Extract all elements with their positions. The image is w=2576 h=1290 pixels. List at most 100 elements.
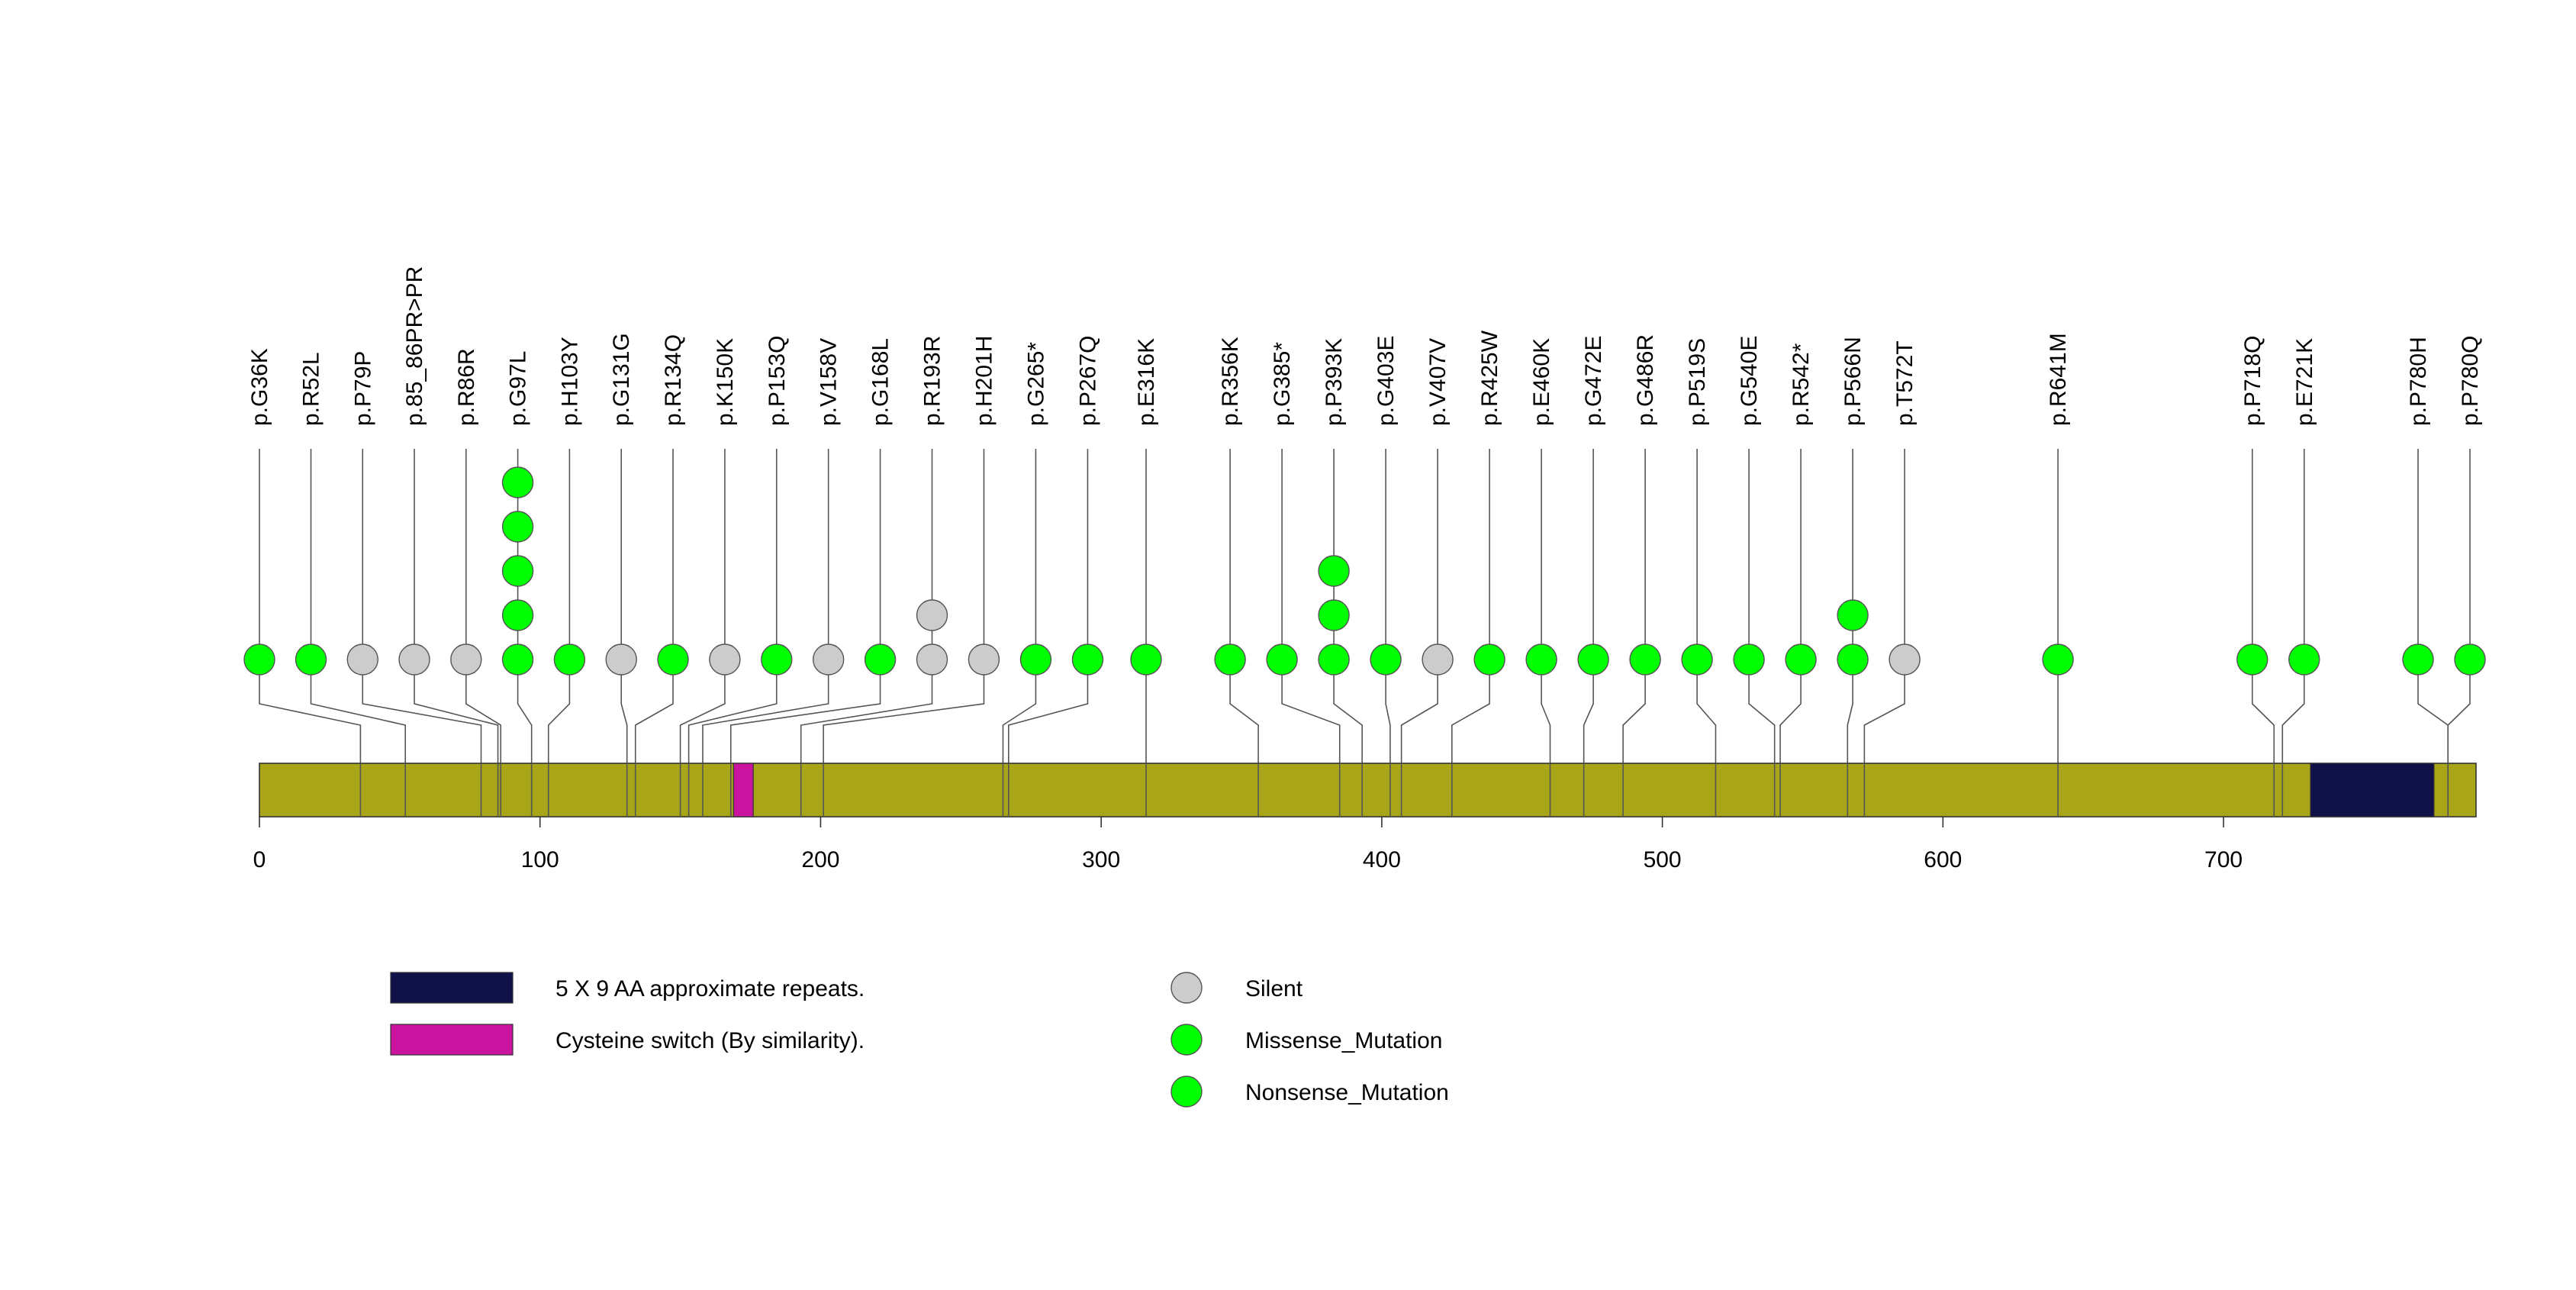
mutation-label-p-g265: p.G265* — [1023, 342, 1048, 426]
mutation-dot-p-p780q — [2454, 643, 2486, 676]
mutation-label-p-p780q: p.P780Q — [2458, 336, 2483, 426]
mutation-dot-p-p79p — [346, 643, 378, 676]
mutation-label-p-85-86pr-pr: p.85_86PR>PR — [402, 266, 427, 426]
mutation-label-p-g168l: p.G168L — [868, 338, 894, 426]
mutation-dot-p-r134q — [657, 643, 689, 676]
mutation-label-p-v407v: p.V407V — [1425, 338, 1451, 426]
mutation-dot-p-r86r — [450, 643, 482, 676]
legend-label-5-x-9-aa-approximate-repeats: 5 X 9 AA approximate repeats. — [555, 976, 865, 1001]
mutation-label-p-g472e: p.G472E — [1581, 336, 1606, 426]
mutation-label-p-r134q: p.R134Q — [661, 334, 686, 426]
mutation-label-p-r52l: p.R52L — [298, 352, 324, 426]
mutation-dot-p-g97l — [501, 466, 534, 498]
mutation-label-p-r356k: p.R356K — [1218, 337, 1243, 426]
lollipop-stems — [259, 449, 2471, 660]
legend: 5 X 9 AA approximate repeats. Cysteine sw… — [390, 972, 1449, 1108]
domain-cysteine-switch-by-similarity — [733, 763, 754, 818]
mutation-dot-p-g486r — [1629, 643, 1661, 676]
mutation-label-p-p393k: p.P393K — [1322, 338, 1347, 426]
mutation-label-p-p566n: p.P566N — [1840, 337, 1866, 426]
x-tick-label-400: 400 — [1363, 847, 1401, 872]
x-tick-label-300: 300 — [1082, 847, 1120, 872]
legend-label-nonsense-mutation: Nonsense_Mutation — [1245, 1080, 1449, 1105]
mutation-label-p-p780h: p.P780H — [2406, 337, 2431, 426]
x-tick-label-600: 600 — [1924, 847, 1962, 872]
legend-label-cysteine-switch-by-similarity: Cysteine switch (By similarity). — [555, 1028, 865, 1053]
legend-dot-nonsense-mutation — [1170, 1076, 1203, 1108]
mutation-label-p-g36k: p.G36K — [247, 348, 272, 426]
mutation-label-p-r542: p.R542* — [1789, 343, 1814, 426]
mutation-label-p-g97l: p.G97L — [506, 351, 531, 426]
mutation-dot-p-p393k — [1318, 555, 1350, 587]
mutation-label-p-r641m: p.R641M — [2046, 333, 2071, 426]
mutation-dot-p-g131g — [605, 643, 637, 676]
mutation-dot-p-g36k — [243, 643, 275, 676]
x-tick-label-0: 0 — [253, 847, 266, 872]
x-tick-label-200: 200 — [801, 847, 839, 872]
mutation-dot-p-v407v — [1422, 643, 1454, 676]
legend-label-silent: Silent — [1245, 976, 1303, 1001]
mutation-label-p-p519s: p.P519S — [1685, 338, 1710, 426]
mutation-dot-p-v158v — [812, 643, 845, 676]
mutation-dot-p-h201h — [968, 643, 1000, 676]
mutation-label-p-e316k: p.E316K — [1134, 338, 1159, 426]
legend-swatch-cysteine-switch-by-similarity — [390, 1024, 514, 1056]
mutation-dot-p-g540e — [1733, 643, 1765, 676]
mutation-dot-p-85-86pr-pr — [398, 643, 430, 676]
mutation-dot-p-p718q — [2236, 643, 2268, 676]
mutation-dot-p-r542 — [1785, 643, 1817, 676]
legend-swatch-5-x-9-aa-approximate-repeats — [390, 972, 514, 1004]
mutation-dot-p-r641m — [2042, 643, 2074, 676]
mutation-dot-p-e316k — [1130, 643, 1162, 676]
mutation-dot-p-k150k — [709, 643, 741, 676]
protein-backbone — [259, 763, 2477, 818]
mutation-dot-p-g97l — [501, 555, 534, 587]
mutation-label-p-p718q: p.P718Q — [2240, 336, 2265, 426]
mutation-dot-p-r193r — [916, 643, 948, 676]
legend-dot-silent — [1170, 972, 1203, 1004]
mutation-label-p-p267q: p.P267Q — [1075, 336, 1100, 426]
mutation-dot-p-g385 — [1266, 643, 1298, 676]
x-axis: 0 100 200 300 400 500 600 700 — [253, 817, 2243, 872]
mutation-dots — [243, 466, 2486, 676]
mutation-dot-p-g265 — [1019, 643, 1052, 676]
mutation-label-p-e460k: p.E460K — [1529, 338, 1554, 426]
mutation-dot-p-p519s — [1681, 643, 1713, 676]
mutation-dot-p-g97l — [501, 511, 534, 543]
mutation-dot-p-p780h — [2402, 643, 2434, 676]
mutation-label-p-r425w: p.R425W — [1477, 330, 1502, 426]
mutation-dot-p-g168l — [864, 643, 897, 676]
domain-5-x-9-aa-approximate-repeats — [2310, 763, 2435, 818]
mutation-label-p-g385: p.G385* — [1270, 342, 1295, 426]
mutation-labels: p.G36K p.R52L p.P79P p.85_86PR>PR p.R86R p.G9… — [247, 266, 2483, 426]
mutation-label-p-r86r: p.R86R — [454, 348, 479, 426]
mutation-dot-p-p566n — [1837, 643, 1869, 676]
mutation-label-p-v158v: p.V158V — [816, 338, 842, 426]
mutation-dot-p-p393k — [1318, 599, 1350, 631]
mutation-label-p-p153q: p.P153Q — [765, 336, 790, 426]
mutation-dot-p-e721k — [2288, 643, 2320, 676]
mutation-dot-p-g472e — [1577, 643, 1609, 676]
mutation-dot-p-t572t — [1889, 643, 1921, 676]
mutation-dot-p-p393k — [1318, 643, 1350, 676]
mutation-label-p-p79p: p.P79P — [350, 351, 375, 426]
mutation-label-p-h103y: p.H103Y — [557, 337, 582, 426]
mutation-dot-p-p153q — [761, 643, 793, 676]
legend-label-missense-mutation: Missense_Mutation — [1245, 1028, 1442, 1053]
mutation-dot-p-g97l — [501, 643, 534, 676]
mutation-label-p-t572t: p.T572T — [1892, 340, 1918, 426]
mutation-label-p-h201h: p.H201H — [971, 336, 997, 426]
legend-dot-missense-mutation — [1170, 1024, 1203, 1056]
mutation-dot-p-e460k — [1525, 643, 1557, 676]
x-tick-label-100: 100 — [521, 847, 559, 872]
mutation-dot-p-p566n — [1837, 599, 1869, 631]
x-tick-label-500: 500 — [1644, 847, 1682, 872]
mutation-label-p-g131g: p.G131G — [609, 333, 634, 426]
mutation-dot-p-r193r — [916, 599, 948, 631]
mutation-dot-p-g403e — [1370, 643, 1402, 676]
mutation-dot-p-r425w — [1473, 643, 1505, 676]
mutation-label-p-e721k: p.E721K — [2292, 338, 2317, 426]
mutation-label-p-g403e: p.G403E — [1373, 336, 1399, 426]
protein-bar — [259, 763, 2477, 818]
